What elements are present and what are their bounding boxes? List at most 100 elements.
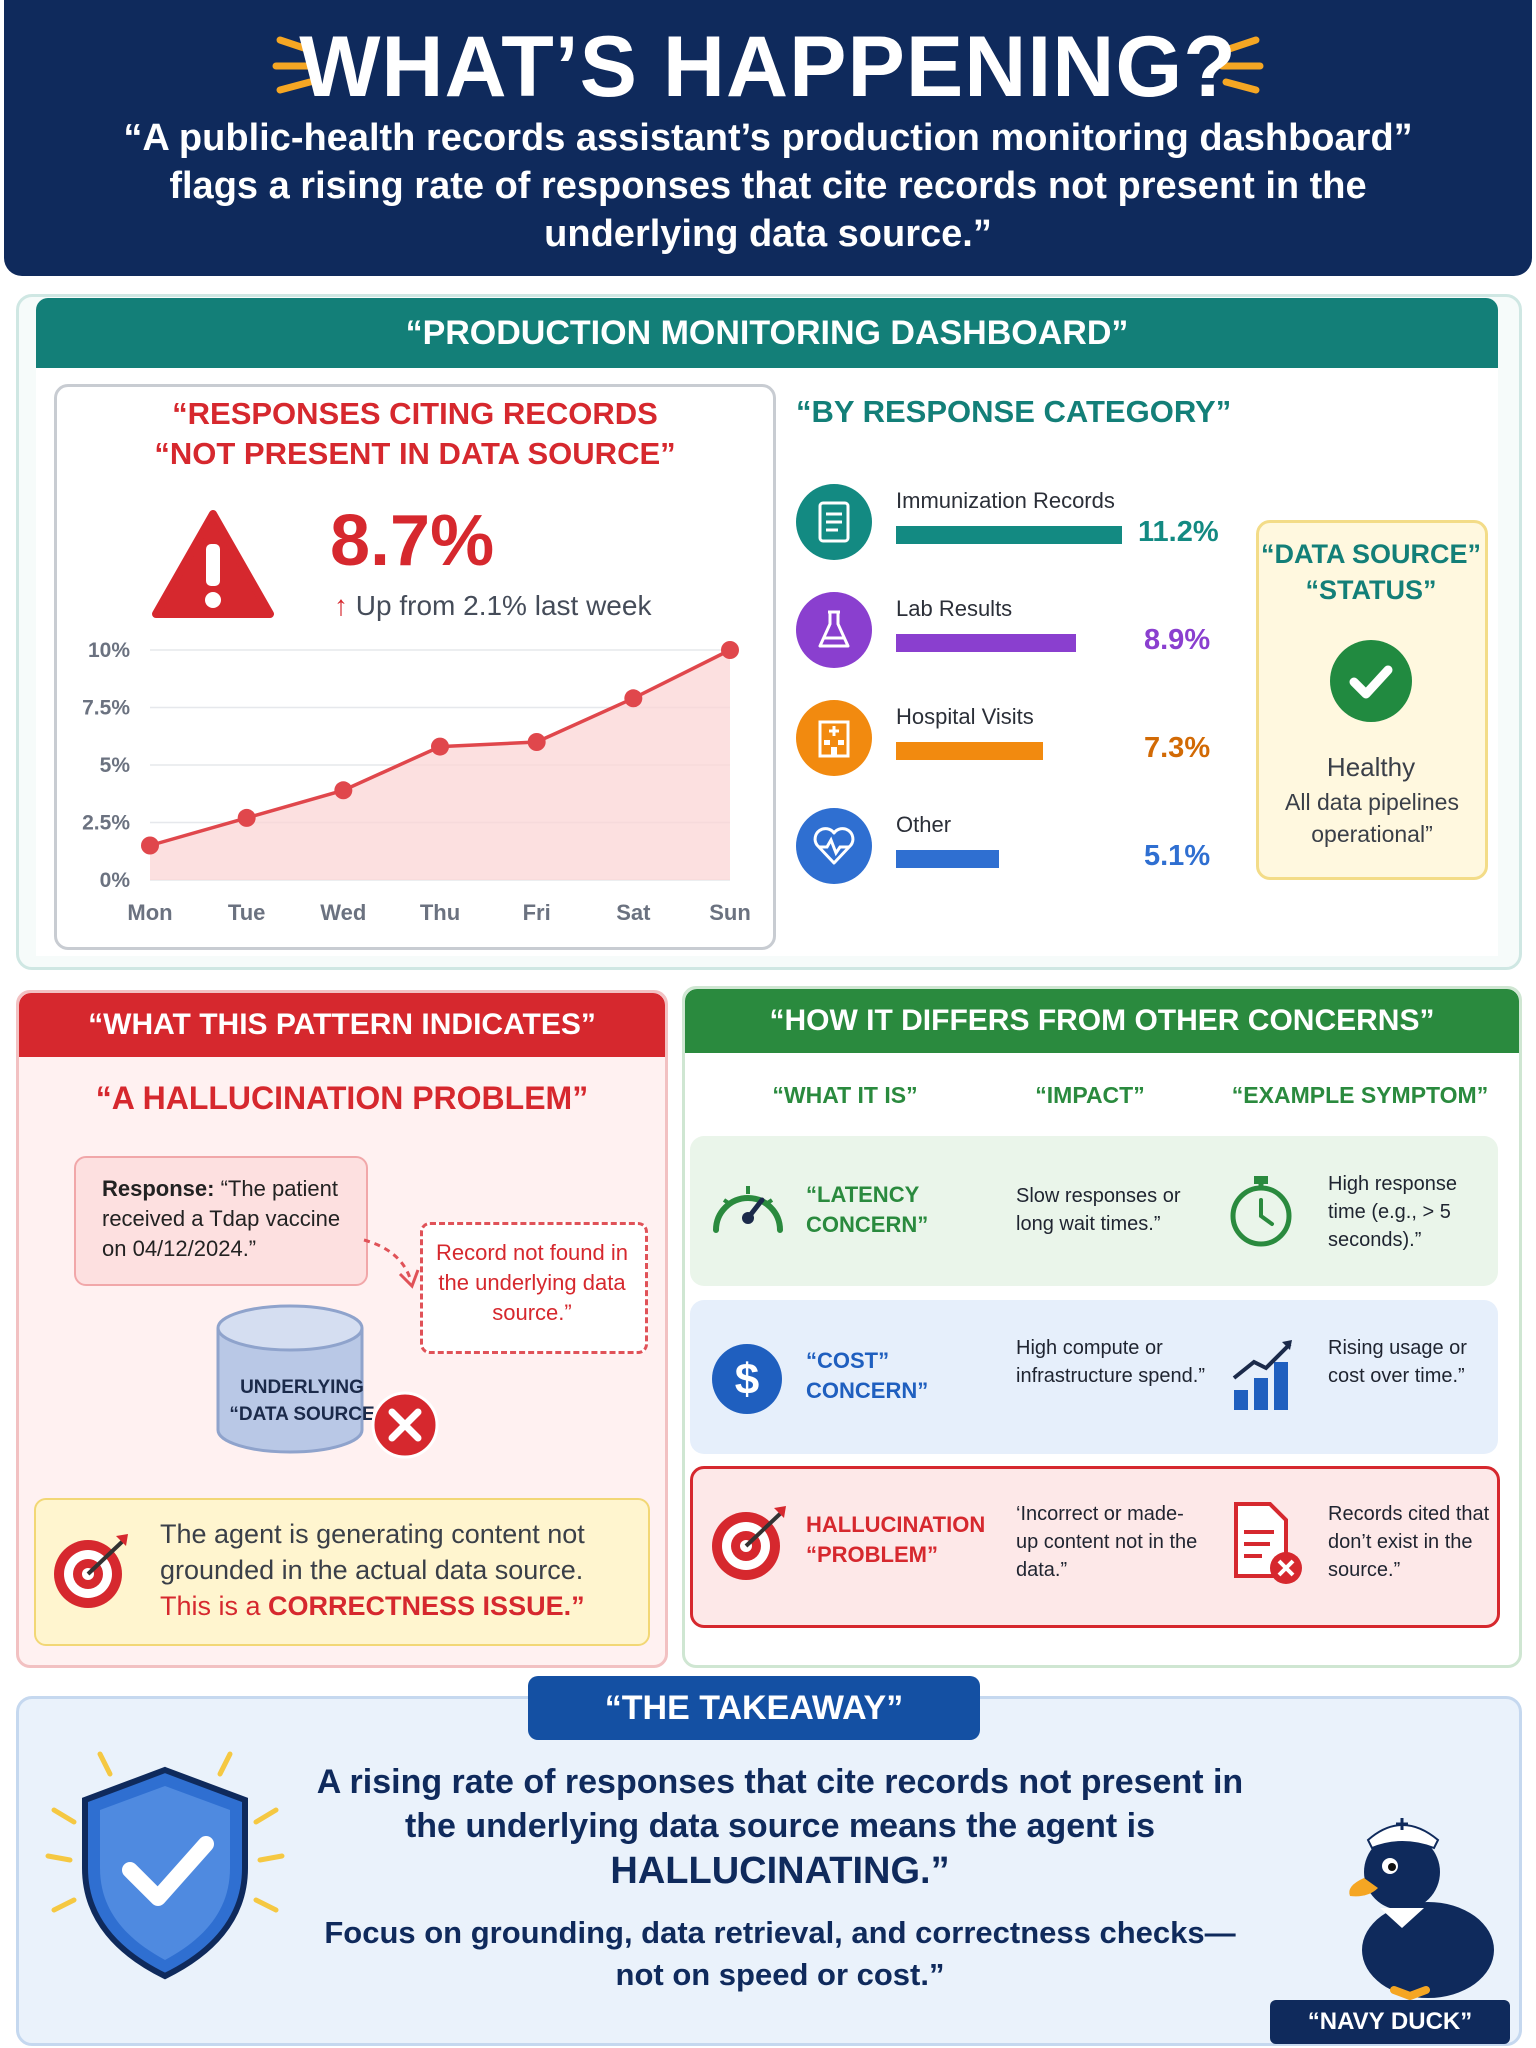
warning-icon — [152, 510, 274, 618]
error-x-icon — [371, 1391, 439, 1459]
row-symptom: Rising usage or cost over time.” — [1328, 1337, 1467, 1387]
category-value: 7.3% — [1144, 732, 1211, 764]
dollar-icon: $ — [712, 1344, 782, 1414]
column-header-symptom: “EXAMPLE SYMPTOM” — [1231, 1082, 1489, 1108]
category-label: Lab Results — [896, 596, 1013, 621]
rate-change-text: ↑ Up from 2.1% last week — [334, 590, 651, 622]
x-tick-label: Sun — [709, 900, 750, 925]
row-symptom: Records cited that don’t exist in the so… — [1328, 1503, 1490, 1581]
category-label: Other — [896, 812, 952, 837]
heart-pulse-icon — [796, 808, 872, 884]
series-area — [150, 650, 730, 880]
header-banner — [4, 0, 1532, 276]
data-source-title: “DATA SOURCE” “STATUS” — [1260, 536, 1482, 608]
takeaway-panel — [16, 1696, 1522, 2046]
page-title: WHAT’S HAPPENING? — [299, 19, 1237, 115]
latency-row — [690, 1136, 1498, 1286]
bar-trend-icon — [1232, 1340, 1292, 1410]
y-tick-label: 7.5% — [82, 697, 130, 720]
response-label: Response: — [102, 1176, 215, 1201]
chart-title: “RESPONSES CITING RECORDS “NOT PRESENT I… — [60, 394, 770, 474]
row-name: “COST” CONCERN” — [806, 1346, 956, 1406]
row-name-line: “PROBLEM” — [806, 1542, 938, 1567]
data-point — [334, 781, 353, 800]
category-bar — [896, 634, 1076, 652]
current-rate-value: 8.7% — [330, 501, 495, 581]
data-point — [527, 733, 546, 751]
arrow-up-icon: ↑ — [334, 590, 356, 621]
data-point — [237, 808, 256, 827]
dashed-arrow-icon — [363, 1238, 420, 1289]
data-source-title-line: “STATUS” — [1305, 575, 1437, 605]
column-header-impact: “IMPACT” — [1035, 1082, 1145, 1108]
gauge-icon — [713, 1186, 783, 1233]
data-point — [624, 689, 643, 708]
y-tick-label: 5% — [100, 754, 131, 777]
target-icon — [54, 1534, 128, 1608]
page-subtitle: “A public-health records assistant’s pro… — [100, 114, 1436, 258]
spark-right-icon — [1218, 36, 1264, 94]
hallucination-row — [690, 1466, 1500, 1628]
row-impact: ‘Incorrect or made-up content not in the… — [1016, 1503, 1198, 1581]
issue-strong: CORRECTNESS ISSUE.” — [268, 1591, 585, 1621]
subtitle-line: flags a rising rate of responses that ci… — [169, 165, 1367, 207]
data-source-detail: All data pipelines operational” — [1285, 789, 1459, 847]
chart-title-line: “RESPONSES CITING RECORDS — [172, 396, 658, 431]
data-source-status: Healthy — [1326, 752, 1416, 782]
category-bar — [896, 526, 1122, 544]
row-name-line: CONCERN” — [806, 1378, 929, 1403]
pattern-heading: “WHAT THIS PATTERN INDICATES” — [19, 993, 665, 1057]
chart-title-line: “NOT PRESENT IN DATA SOURCE” — [154, 436, 676, 471]
svg-text:$: $ — [735, 1355, 759, 1404]
row-name: HALLUCINATION “PROBLEM” — [806, 1510, 996, 1570]
x-tick-label: Thu — [420, 900, 460, 925]
dashboard-heading: “PRODUCTION MONITORING DASHBOARD” — [36, 298, 1498, 368]
database-label: UNDERLYING “DATA SOURCE — [222, 1374, 382, 1428]
row-impact: High compute or infrastructure spend.” — [1016, 1337, 1205, 1387]
navy-duck-mascot — [1349, 1818, 1494, 2000]
takeaway-heading: “THE TAKEAWAY” — [528, 1676, 980, 1740]
flask-icon — [796, 592, 872, 668]
hospital-icon — [796, 700, 872, 776]
takeaway-main: A rising rate of responses that cite rec… — [316, 1763, 1244, 1845]
data-point — [431, 737, 449, 756]
y-tick-label: 2.5% — [82, 812, 130, 835]
data-source-title-line: “DATA SOURCE” — [1261, 539, 1481, 569]
row-name-line: “LATENCY — [806, 1182, 920, 1207]
takeaway-emphasis: HALLUCINATING.” — [610, 1850, 950, 1892]
response-text: “The patient received a Tdap vaccine on … — [102, 1176, 341, 1261]
category-label: Immunization Records — [896, 488, 1115, 513]
stopwatch-icon — [1230, 1176, 1292, 1247]
x-tick-label: Fri — [523, 900, 551, 925]
record-not-found-text: Record not found in the underlying data … — [435, 1240, 629, 1325]
subtitle-line: underlying data source.” — [544, 213, 992, 255]
cost-row — [690, 1300, 1498, 1454]
y-tick-label: 0% — [100, 869, 131, 892]
issue-description: The agent is generating content not grou… — [160, 1519, 585, 1585]
takeaway-sub: Focus on grounding, data retrieval, and … — [324, 1915, 1236, 1992]
issue-prefix: This is a — [160, 1591, 269, 1621]
row-name: “LATENCY CONCERN” — [806, 1180, 956, 1240]
correctness-issue-text: The agent is generating content not grou… — [160, 1516, 640, 1624]
subtitle-line: “A public-health records assistant’s pro… — [123, 117, 1413, 159]
database-icon — [216, 1304, 364, 1454]
response-example: Response: “The patient received a Tdap v… — [102, 1174, 352, 1264]
data-point — [141, 836, 159, 855]
category-value: 8.9% — [1144, 624, 1211, 656]
shield-check-icon — [45, 1751, 285, 1980]
category-bar — [896, 742, 1043, 760]
response-example-box — [74, 1156, 368, 1286]
line-chart: 0% 2.5% 5% 7.5% 10% Mon Tue Wed Thu Fri Sat Sun — [82, 639, 750, 925]
x-tick-label: Sat — [616, 900, 651, 925]
category-label: Hospital Visits — [896, 704, 1034, 729]
x-tick-label: Tue — [228, 900, 265, 925]
record-not-found-box — [420, 1222, 648, 1354]
x-tick-label: Mon — [127, 900, 172, 925]
x-tick-label: Wed — [320, 900, 366, 925]
database-label-line: UNDERLYING — [240, 1377, 364, 1398]
category-value: 11.2% — [1138, 516, 1219, 548]
y-tick-label: 10% — [88, 639, 130, 662]
column-header-what: “WHAT IT IS” — [772, 1082, 918, 1108]
row-name-line: “COST” — [806, 1348, 890, 1373]
correctness-issue-box — [34, 1498, 650, 1646]
